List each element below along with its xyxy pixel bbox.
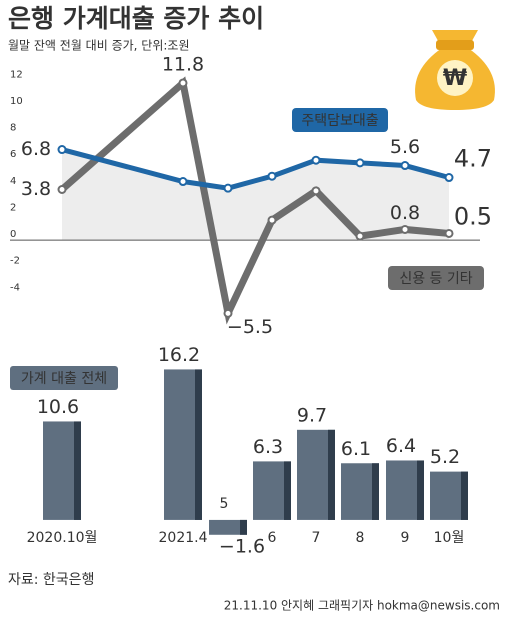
legend-label: 신용 등 기타 [399,271,472,287]
source: 자료: 한국은행 [8,572,94,588]
x-tick-label: 8 [356,530,365,546]
bar-shade [284,461,291,520]
point [178,177,188,187]
y-tick-label: 12 [10,69,23,80]
data-label: −1.6 [219,535,265,557]
x-tick-label: 6 [268,530,277,546]
legend-tag [388,266,484,290]
y-tick-label: 4 [10,176,16,187]
data-label: 6.4 [386,435,416,457]
data-label: 6.3 [253,436,283,458]
point [311,155,321,165]
point [267,171,277,181]
point [400,161,410,171]
data-label: 16.2 [158,344,200,366]
line-chart: -4 -2 0 2 4 6 8 10 12 3.8 11.8 −5.5 0.8 0.5 6.8 5.6 4.7 주… [10,53,492,338]
x-tick-label: 5 [220,496,229,512]
bar-shade [328,429,335,520]
bar-title: 가계 대출 전체 [21,371,107,387]
bar [209,519,247,535]
data-label: 3.8 [21,178,51,200]
bar-shade [240,519,247,535]
y-tick-label: 10 [10,96,23,107]
point [57,145,67,155]
bar-chart: 가계 대출 전체 10.6 2020.10월 16.2 2021.4 −1.6 5 6.3 6 9… [10,344,468,557]
svg-text:₩: ₩ [443,66,467,91]
data-label: 10.6 [37,396,79,418]
data-label: 5.2 [430,446,460,468]
line [61,147,450,191]
bar-title-box [10,366,118,390]
subtitle: 월말 잔액 전월 대비 증가, 단위:조원 [8,39,190,53]
x-tick-label: 9 [401,530,410,546]
bar-shade [74,421,81,520]
point [267,215,277,225]
legend-tag [292,108,388,132]
point [444,173,454,183]
data-label: 11.8 [162,53,204,75]
point [57,185,67,195]
x-tick-label: 2021.4 [159,530,208,546]
point [444,228,454,238]
x-tick-label: 10월 [434,530,465,546]
money-bag-icon: ₩ [415,30,495,110]
point [355,231,365,241]
y-tick-label: 6 [10,149,16,160]
bar-shade [417,460,424,520]
x-tick-label: 7 [312,530,321,546]
point [178,78,188,88]
data-label: 5.6 [390,136,420,158]
point [311,186,321,196]
y-tick-label: -4 [10,282,20,293]
bar-shade [195,369,202,520]
y-tick-label: 8 [10,123,16,134]
y-tick-label: 0 [10,229,16,240]
data-label: 4.7 [454,145,492,173]
y-tick-label: 2 [10,202,16,213]
data-label: 9.7 [297,404,327,426]
data-label: 6.1 [341,438,371,460]
shaded-area [62,149,449,241]
data-label: 0.8 [390,202,420,224]
credit: 21.11.10 안지혜 그래픽기자 hokma@newsis.com [224,599,500,613]
line [59,76,450,325]
point [223,183,233,193]
legend-label: 주택담보대출 [301,113,378,129]
bar-shade [461,471,468,520]
data-label: −5.5 [227,316,273,338]
point [223,308,233,318]
point [400,224,410,234]
data-label: 6.8 [21,138,51,160]
bar-shade [372,463,379,520]
title: 은행 가계대출 증가 추이 [8,4,264,33]
y-tick-label: -2 [10,256,20,267]
data-label: 0.5 [454,202,492,230]
x-tick-label: 2020.10월 [27,530,98,546]
point [355,158,365,168]
